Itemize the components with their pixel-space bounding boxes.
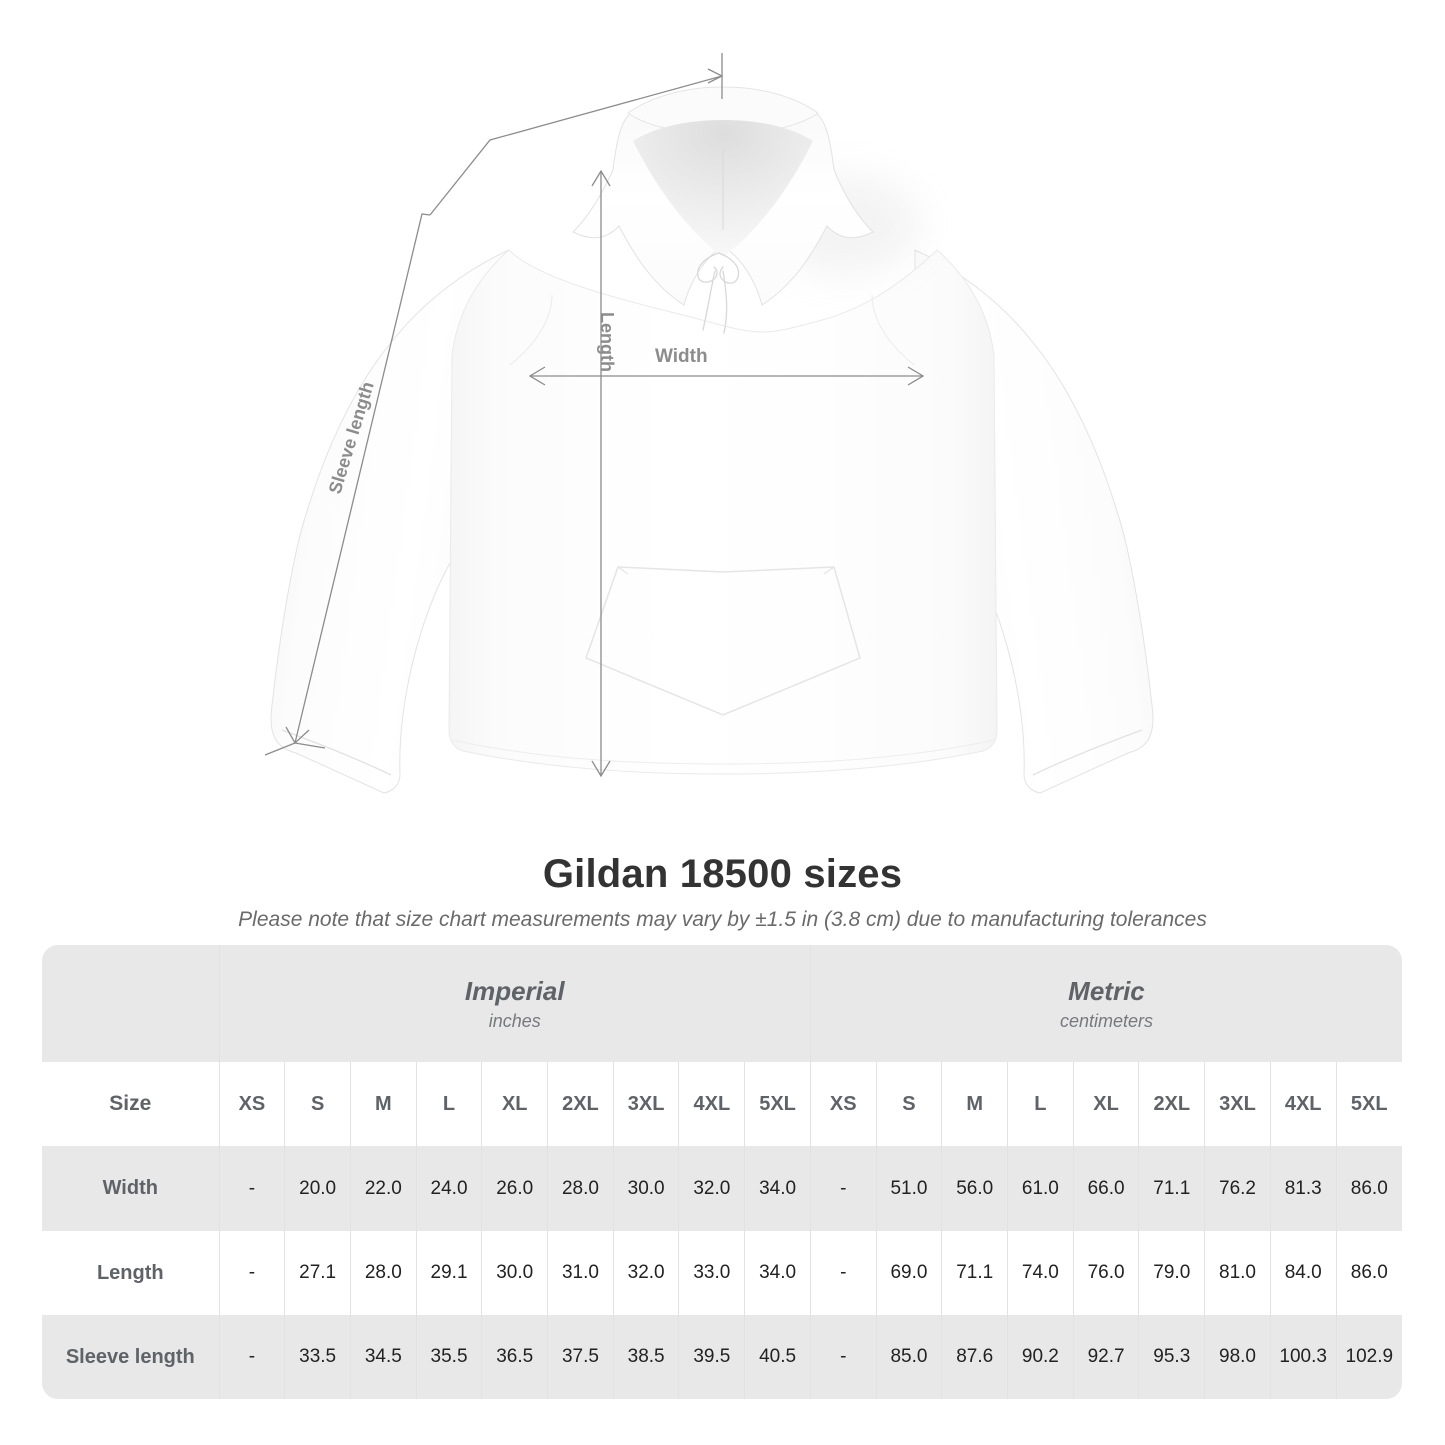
svg-text:Length: Length bbox=[597, 312, 617, 372]
svg-text:Width: Width bbox=[655, 346, 708, 367]
